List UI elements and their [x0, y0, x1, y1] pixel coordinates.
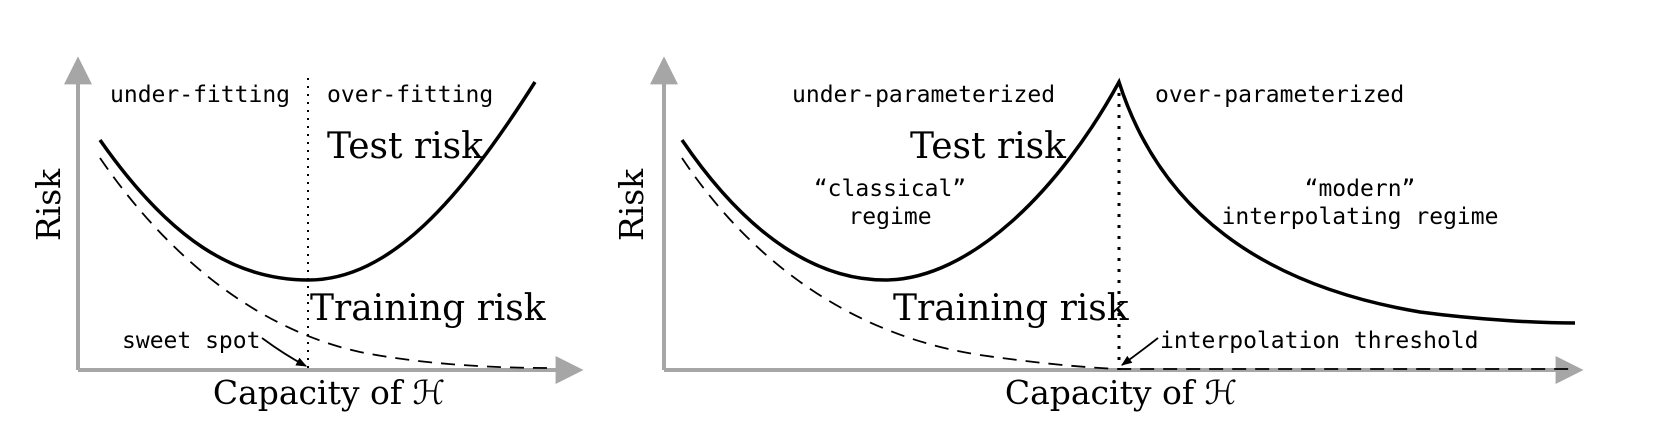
right-interpolation-threshold-annotation: interpolation threshold: [1160, 328, 1479, 354]
right-modern-regime-line1: “modern”: [1305, 176, 1416, 202]
left-training-risk-curve: [99, 157, 551, 369]
left-sweet-spot-arrow: [261, 337, 307, 367]
right-interpolation-arrow: [1121, 337, 1159, 366]
left-test-risk-label: Test risk: [327, 126, 484, 167]
right-modern-regime-line2: interpolating regime: [1222, 204, 1499, 230]
right-region-under-parameterized: under-parameterized: [792, 82, 1055, 108]
left-panel: Risk Capacity of ℋ under-fitting over-fi…: [29, 56, 584, 412]
left-region-over-fitting: over-fitting: [327, 82, 493, 108]
right-classical-regime-line1: “classical”: [814, 176, 966, 202]
right-training-risk-curve: [681, 157, 1570, 370]
right-test-risk-label: Test risk: [910, 126, 1067, 167]
left-training-risk-label: Training risk: [310, 288, 547, 329]
right-y-axis-label: Risk: [612, 168, 651, 241]
right-panel: Risk Capacity of ℋ under-parameterized o…: [612, 56, 1584, 412]
right-region-over-parameterized: over-parameterized: [1155, 82, 1404, 108]
right-classical-regime-line2: regime: [848, 204, 931, 230]
right-test-risk-curve: [680, 77, 1576, 325]
right-x-axis-label: Capacity of ℋ: [1005, 373, 1237, 412]
left-y-axis-label: Risk: [29, 168, 68, 241]
left-test-risk-curve: [98, 81, 537, 282]
left-x-axis-label: Capacity of ℋ: [213, 373, 445, 412]
right-training-risk-label: Training risk: [893, 288, 1130, 329]
left-region-under-fitting: under-fitting: [110, 82, 290, 108]
left-sweet-spot-annotation: sweet spot: [122, 328, 260, 354]
